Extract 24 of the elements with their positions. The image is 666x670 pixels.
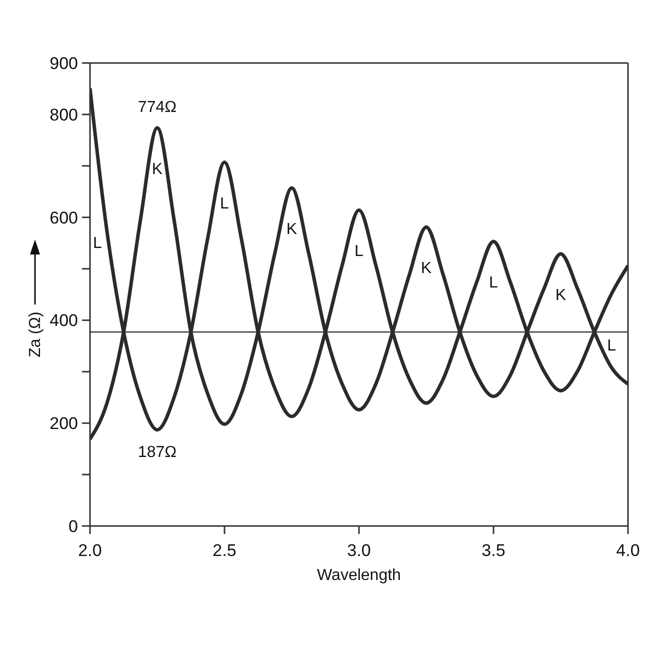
text: K bbox=[555, 286, 566, 304]
y-axis-title: Za (Ω) bbox=[27, 312, 44, 358]
y-tick-label: 800 bbox=[50, 105, 78, 124]
text: L bbox=[607, 338, 616, 355]
x-axis-title: Wavelength bbox=[317, 567, 401, 584]
x-tick-label: 3.0 bbox=[347, 541, 371, 560]
series-label: L bbox=[220, 195, 230, 212]
y-tick-label: 200 bbox=[50, 414, 78, 434]
text: L bbox=[93, 235, 102, 252]
text: L bbox=[354, 243, 364, 260]
y-tick-label: 600 bbox=[50, 208, 78, 228]
x-tick-label: 2.5 bbox=[212, 541, 236, 560]
y-tick-label: 400 bbox=[50, 311, 78, 330]
text: L bbox=[489, 274, 498, 292]
text: K bbox=[286, 221, 298, 238]
x-tick-label: 3.5 bbox=[482, 541, 506, 560]
text: K bbox=[420, 260, 432, 278]
x-tick-label: 4.0 bbox=[616, 541, 640, 560]
y-tick-label: 0 bbox=[68, 517, 78, 536]
x-tick-label: 2.0 bbox=[78, 541, 102, 560]
annotation: 774Ω bbox=[138, 98, 177, 116]
series-label: K bbox=[152, 160, 163, 178]
y-tick-label: 900 bbox=[50, 54, 78, 73]
annotation: 187Ω bbox=[138, 444, 177, 462]
